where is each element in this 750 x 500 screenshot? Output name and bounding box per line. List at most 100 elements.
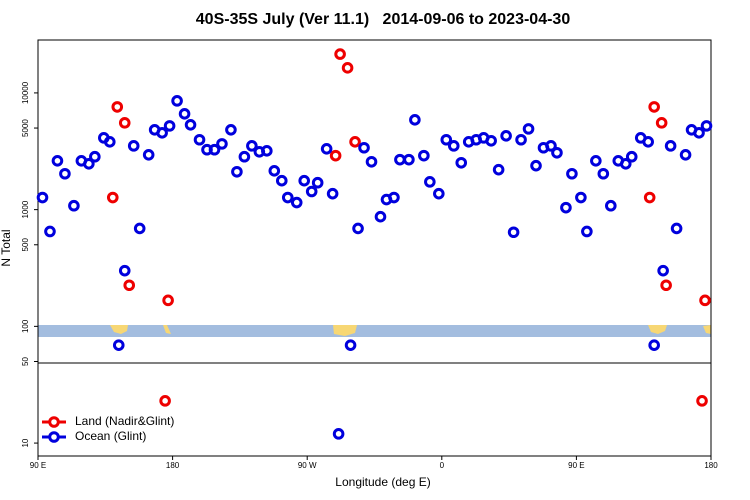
data-point	[118, 117, 131, 129]
data-point	[560, 201, 572, 214]
data-point	[643, 191, 656, 204]
data-point	[507, 226, 520, 239]
data-point	[522, 123, 535, 135]
y-tick-label: 5000	[21, 119, 30, 137]
data-point	[83, 157, 95, 170]
y-tick-label: 100	[21, 319, 30, 333]
data-point	[341, 62, 354, 74]
data-point	[625, 150, 638, 163]
data-point	[365, 155, 378, 168]
data-point	[500, 130, 512, 142]
legend-label: Ocean (Glint)	[75, 429, 146, 443]
data-point	[575, 191, 587, 204]
data-point	[485, 134, 497, 147]
data-point	[679, 148, 692, 161]
x-tick-label: 0	[440, 461, 445, 470]
y-tick-label: 500	[21, 238, 30, 252]
y-axis-label: N Total	[0, 229, 13, 266]
data-point	[123, 279, 136, 292]
data-point	[216, 138, 228, 150]
data-point	[358, 141, 370, 154]
data-point	[693, 127, 705, 139]
data-point	[581, 225, 593, 238]
data-point	[208, 143, 221, 156]
data-point	[388, 191, 400, 204]
data-point	[696, 395, 708, 407]
data-point	[238, 150, 251, 163]
data-point	[700, 120, 713, 132]
data-point	[193, 133, 206, 146]
x-tick-label: 90 E	[568, 461, 584, 470]
data-point	[492, 163, 505, 176]
data-point	[394, 153, 406, 166]
data-point	[311, 176, 324, 189]
legend-label: Land (Nadir&Glint)	[75, 414, 174, 428]
data-point	[433, 187, 445, 200]
data-point	[424, 176, 436, 188]
land-shapes	[110, 325, 711, 336]
data-point	[418, 149, 430, 162]
data-point	[59, 167, 71, 180]
data-point	[597, 167, 610, 180]
data-point	[344, 339, 357, 351]
data-point	[246, 140, 258, 152]
ocean-band	[38, 325, 711, 337]
y-tick-label: 10000	[21, 81, 30, 104]
data-point	[156, 127, 168, 139]
data-point	[118, 264, 131, 277]
data-point	[106, 191, 119, 204]
data-point	[225, 124, 237, 136]
data-point	[604, 199, 617, 212]
data-point	[133, 222, 146, 235]
data-point	[329, 149, 342, 162]
data-point	[178, 108, 191, 120]
legend-marker	[48, 431, 60, 443]
data-point	[334, 48, 346, 60]
data-point	[36, 191, 49, 204]
data-point	[127, 140, 140, 152]
data-point	[261, 145, 273, 157]
data-point	[320, 143, 333, 155]
data-point	[440, 133, 453, 146]
data-point	[374, 210, 387, 223]
data-point	[112, 339, 125, 351]
data-point	[657, 264, 669, 277]
data-point	[403, 153, 415, 166]
legend-marker	[48, 416, 60, 428]
data-point	[642, 136, 654, 148]
data-point	[660, 279, 672, 292]
data-point	[111, 101, 124, 113]
data-point	[305, 185, 318, 198]
data-point	[530, 159, 542, 172]
data-point	[184, 119, 197, 131]
data-point	[103, 136, 116, 148]
x-tick-label: 90 W	[298, 461, 317, 470]
y-tick-label: 50	[21, 356, 30, 365]
data-point	[545, 140, 557, 152]
data-point	[664, 140, 677, 152]
data-point	[551, 146, 563, 159]
data-point	[332, 428, 345, 440]
data-point	[699, 294, 711, 307]
x-tick-label: 90 E	[30, 461, 46, 470]
y-tick-label: 10	[21, 438, 30, 447]
data-point	[89, 150, 101, 163]
data-point	[275, 174, 288, 187]
data-point	[231, 165, 243, 178]
data-point	[290, 196, 303, 209]
data-point	[51, 155, 64, 167]
data-point	[648, 339, 660, 351]
data-point	[171, 95, 183, 107]
data-point	[515, 133, 527, 146]
data-point	[163, 120, 176, 132]
data-point	[142, 148, 155, 161]
data-point	[590, 155, 602, 167]
data-point	[298, 174, 311, 187]
data-point	[352, 222, 364, 235]
data-point	[44, 225, 56, 238]
data-point	[447, 140, 460, 152]
x-axis-label: Longitude (deg E)	[335, 475, 430, 489]
y-tick-label: 1000	[21, 200, 30, 218]
data-point	[566, 167, 578, 180]
